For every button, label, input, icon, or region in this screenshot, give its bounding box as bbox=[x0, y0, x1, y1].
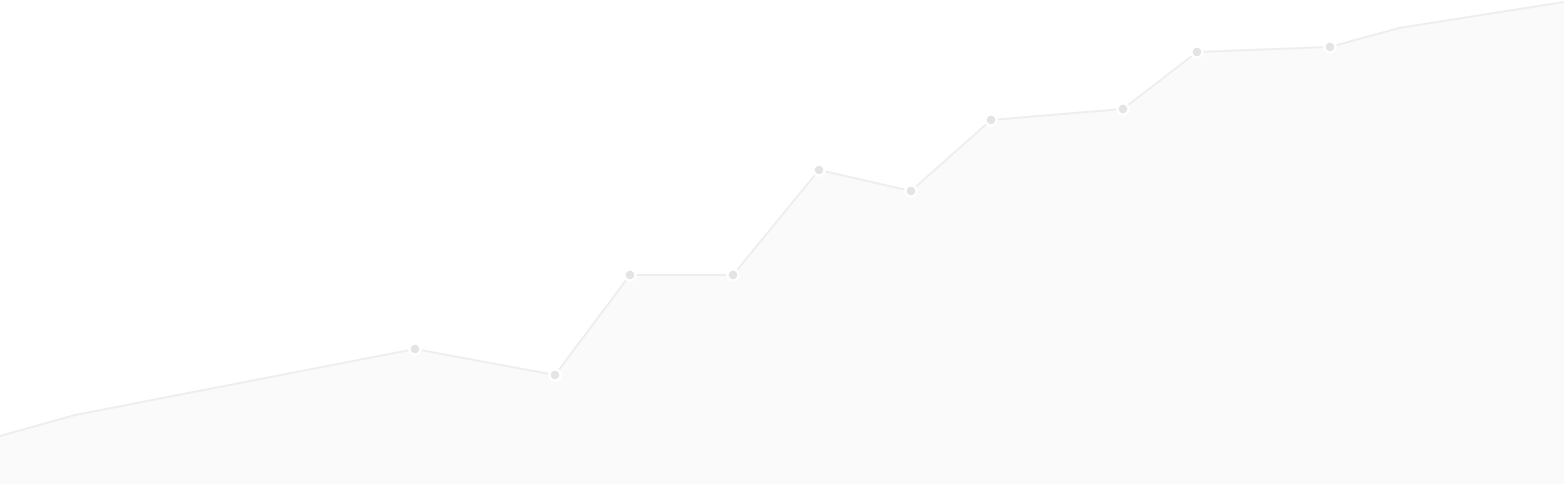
data-point bbox=[408, 342, 422, 356]
data-point bbox=[984, 113, 998, 127]
data-points bbox=[408, 40, 1337, 382]
data-point bbox=[812, 163, 826, 177]
data-point bbox=[623, 268, 637, 282]
data-point bbox=[1323, 40, 1337, 54]
data-point bbox=[1116, 102, 1130, 116]
data-point bbox=[548, 368, 562, 382]
data-point bbox=[726, 268, 740, 282]
data-point bbox=[904, 184, 918, 198]
series-line bbox=[0, 1, 1564, 437]
data-point bbox=[1190, 45, 1204, 59]
